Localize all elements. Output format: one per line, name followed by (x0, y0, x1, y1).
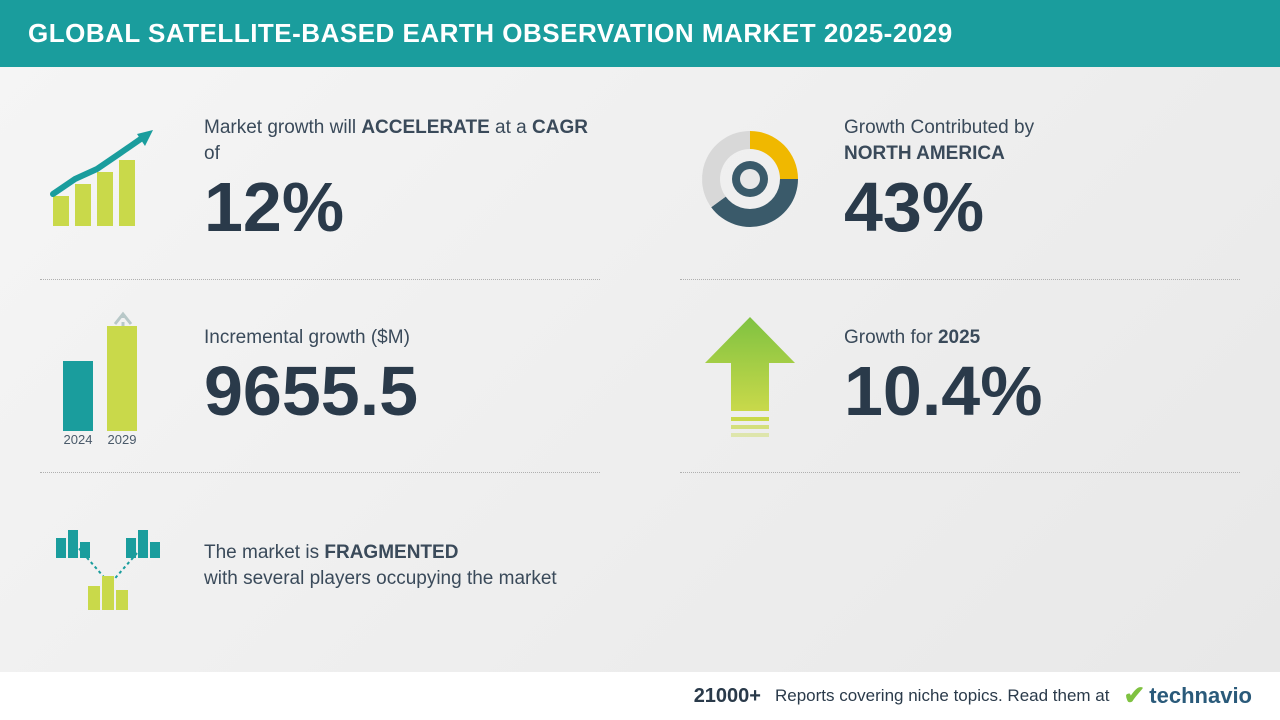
metric-incremental: 2024 2029 Incremental growth ($M) 9655.5 (40, 298, 600, 473)
cagr-value: 12% (204, 172, 600, 242)
page-title: GLOBAL SATELLITE-BASED EARTH OBSERVATION… (28, 18, 953, 48)
report-count: 21000+ (694, 685, 761, 708)
svg-text:2029: 2029 (108, 432, 137, 446)
trend-chart-icon (40, 119, 180, 239)
year-growth-lead: Growth for 2025 (844, 325, 1240, 351)
empty-cell (680, 491, 1240, 665)
footer-text: Reports covering niche topics. Read them… (775, 686, 1110, 706)
year-growth-value: 10.4% (844, 356, 1240, 426)
buildings-network-icon (40, 509, 180, 629)
technavio-logo: ✔ technavio (1124, 683, 1253, 709)
up-arrow-icon (680, 316, 820, 436)
metric-fragmented: The market is FRAGMENTED with several pl… (40, 491, 600, 665)
fragmented-lead: The market is FRAGMENTED with several pl… (204, 540, 600, 591)
header-bar: GLOBAL SATELLITE-BASED EARTH OBSERVATION… (0, 0, 1280, 67)
footer-bar: 21000+ Reports covering niche topics. Re… (0, 672, 1280, 720)
incremental-lead: Incremental growth ($M) (204, 325, 600, 351)
incremental-value: 9655.5 (204, 356, 600, 426)
region-value: 43% (844, 172, 1240, 242)
two-bars-icon: 2024 2029 (40, 316, 180, 436)
svg-text:2024: 2024 (64, 432, 93, 446)
region-lead: Growth Contributed by NORTH AMERICA (844, 115, 1240, 166)
metric-region: Growth Contributed by NORTH AMERICA 43% (680, 97, 1240, 280)
cagr-lead: Market growth will ACCELERATE at a CAGR … (204, 115, 600, 166)
logo-swoosh-icon: ✔ (1124, 688, 1146, 704)
donut-chart-icon (680, 119, 820, 239)
metric-year-growth: Growth for 2025 10.4% (680, 298, 1240, 473)
main-content: Market growth will ACCELERATE at a CAGR … (0, 67, 1280, 675)
metric-cagr: Market growth will ACCELERATE at a CAGR … (40, 97, 600, 280)
